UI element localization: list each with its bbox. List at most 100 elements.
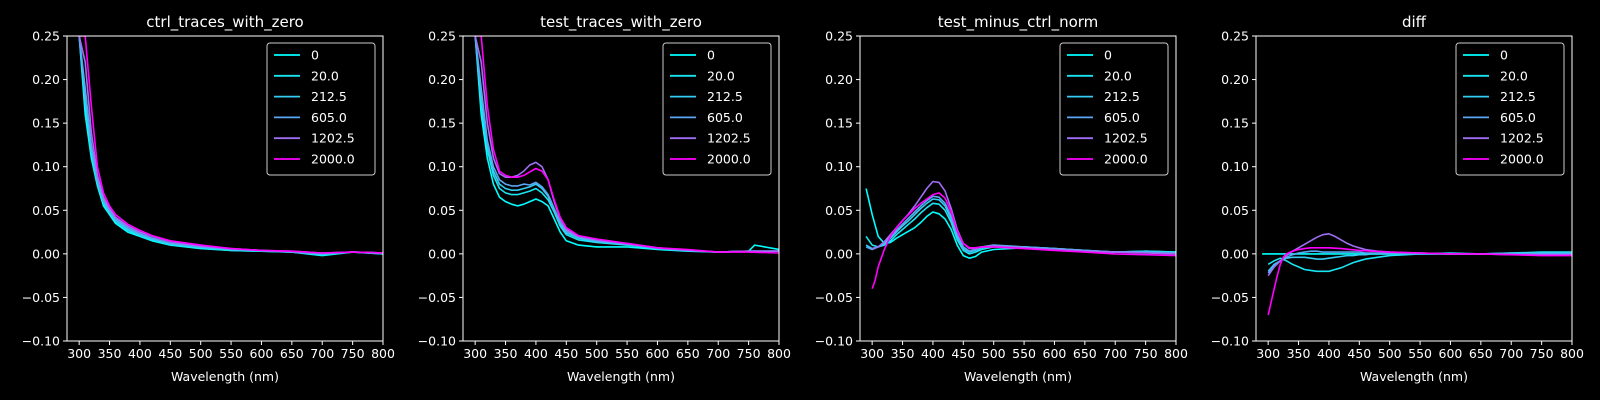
y-tick-label: 0.10 [428, 159, 456, 174]
x-tick-label: 700 [1103, 346, 1127, 361]
y-tick-label: 0.25 [32, 29, 60, 44]
legend-label: 212.5 [311, 89, 347, 104]
y-tick-label: 0.05 [428, 203, 456, 218]
x-tick-label: 300 [463, 346, 487, 361]
x-tick-label: 300 [860, 346, 884, 361]
series-line-2000.0 [871, 192, 1176, 289]
x-tick-label: 300 [1256, 346, 1280, 361]
x-tick-label: 600 [646, 346, 670, 361]
legend-label: 212.5 [707, 89, 743, 104]
legend-label: 605.0 [1104, 110, 1140, 125]
x-tick-label: 350 [1287, 346, 1311, 361]
axes-frame [66, 35, 384, 342]
x-tick-label: 700 [706, 346, 730, 361]
y-tick-label: −0.05 [418, 290, 456, 305]
legend-label: 605.0 [1500, 110, 1536, 125]
x-tick-label: 400 [1317, 346, 1341, 361]
subplot-title: diff [1402, 13, 1427, 31]
x-tick-label: 750 [737, 346, 761, 361]
x-tick-label: 500 [1378, 346, 1402, 361]
y-tick-label: 0.00 [32, 246, 60, 261]
x-tick-label: 650 [676, 346, 700, 361]
legend: 0 20.0 212.5 605.0 1202.5 2000.0 [1455, 42, 1565, 176]
y-tick-label: 0.20 [1221, 72, 1249, 87]
x-tick-label: 400 [921, 346, 945, 361]
legend-label: 0 [311, 48, 319, 63]
x-tick-label: 600 [1439, 346, 1463, 361]
legend: 0 20.0 212.5 605.0 1202.5 2000.0 [1059, 42, 1169, 176]
x-tick-label: 650 [280, 346, 304, 361]
y-tick-label: 0.20 [825, 72, 853, 87]
legend-label: 20.0 [1500, 68, 1528, 83]
x-tick-label: 600 [1043, 346, 1067, 361]
y-tick-label: −0.05 [22, 290, 60, 305]
y-tick-label: −0.10 [1211, 334, 1249, 349]
x-tick-label: 750 [1134, 346, 1158, 361]
series-lines [865, 180, 1176, 289]
legend-label: 1202.5 [311, 131, 355, 146]
x-tick-label: 800 [371, 346, 395, 361]
y-tick-label: −0.10 [22, 334, 60, 349]
y-tick-label: 0.00 [428, 246, 456, 261]
subplot-1: ctrl_traces_with_zero 300 350 400 450 500 550 6… [22, 13, 395, 384]
x-axis-label: Wavelength (nm) [567, 369, 675, 384]
series-line-212.5 [865, 198, 1176, 254]
x-tick-label: 550 [1408, 346, 1432, 361]
x-tick-label: 300 [67, 346, 91, 361]
x-tick-label: 400 [524, 346, 548, 361]
legend-label: 212.5 [1104, 89, 1140, 104]
legend-label: 605.0 [707, 110, 743, 125]
x-tick-label: 350 [891, 346, 915, 361]
x-tick-label: 450 [1347, 346, 1371, 361]
y-tick-label: −0.05 [815, 290, 853, 305]
y-tick-label: 0.25 [825, 29, 853, 44]
x-tick-label: 550 [615, 346, 639, 361]
subplot-title: test_traces_with_zero [540, 13, 702, 32]
legend-label: 1202.5 [707, 131, 751, 146]
y-tick-label: 0.10 [1221, 159, 1249, 174]
y-tick-label: 0.20 [32, 72, 60, 87]
y-tick-label: 0.00 [825, 246, 853, 261]
y-tick-label: 0.05 [32, 203, 60, 218]
y-tick-label: 0.20 [428, 72, 456, 87]
y-tick-label: 0.15 [825, 116, 853, 131]
series-lines [474, 36, 779, 254]
x-tick-label: 700 [1499, 346, 1523, 361]
x-tick-label: 500 [189, 346, 213, 361]
y-tick-label: 0.00 [1221, 246, 1249, 261]
x-tick-label: 550 [1012, 346, 1036, 361]
x-axis-label: Wavelength (nm) [171, 369, 279, 384]
y-tick-label: 0.05 [825, 203, 853, 218]
legend-label: 1202.5 [1500, 131, 1544, 146]
legend-label: 20.0 [311, 68, 339, 83]
y-tick-label: 0.05 [1221, 203, 1249, 218]
axes-frame [462, 35, 780, 342]
x-tick-label: 400 [128, 346, 152, 361]
legend-label: 1202.5 [1104, 131, 1148, 146]
x-tick-label: 350 [98, 346, 122, 361]
x-tick-label: 450 [158, 346, 182, 361]
x-tick-label: 650 [1469, 346, 1493, 361]
legend-label: 2000.0 [311, 152, 355, 167]
y-tick-label: 0.15 [428, 116, 456, 131]
y-tick-label: 0.10 [825, 159, 853, 174]
series-lines [78, 36, 383, 257]
subplot-title: ctrl_traces_with_zero [146, 13, 303, 32]
legend-label: 0 [1104, 48, 1112, 63]
x-tick-label: 350 [494, 346, 518, 361]
x-tick-label: 750 [1530, 346, 1554, 361]
x-tick-label: 450 [951, 346, 975, 361]
legend-label: 2000.0 [707, 152, 751, 167]
x-tick-label: 750 [341, 346, 365, 361]
x-axis-label: Wavelength (nm) [964, 369, 1072, 384]
series-line-2000.0 [79, 36, 383, 254]
x-tick-label: 700 [310, 346, 334, 361]
y-tick-label: 0.15 [1221, 116, 1249, 131]
legend-label: 20.0 [707, 68, 735, 83]
legend-label: 2000.0 [1104, 152, 1148, 167]
y-tick-label: 0.15 [32, 116, 60, 131]
x-axis-label: Wavelength (nm) [1360, 369, 1468, 384]
y-tick-label: 0.25 [1221, 29, 1249, 44]
legend: 0 20.0 212.5 605.0 1202.5 2000.0 [662, 42, 772, 176]
